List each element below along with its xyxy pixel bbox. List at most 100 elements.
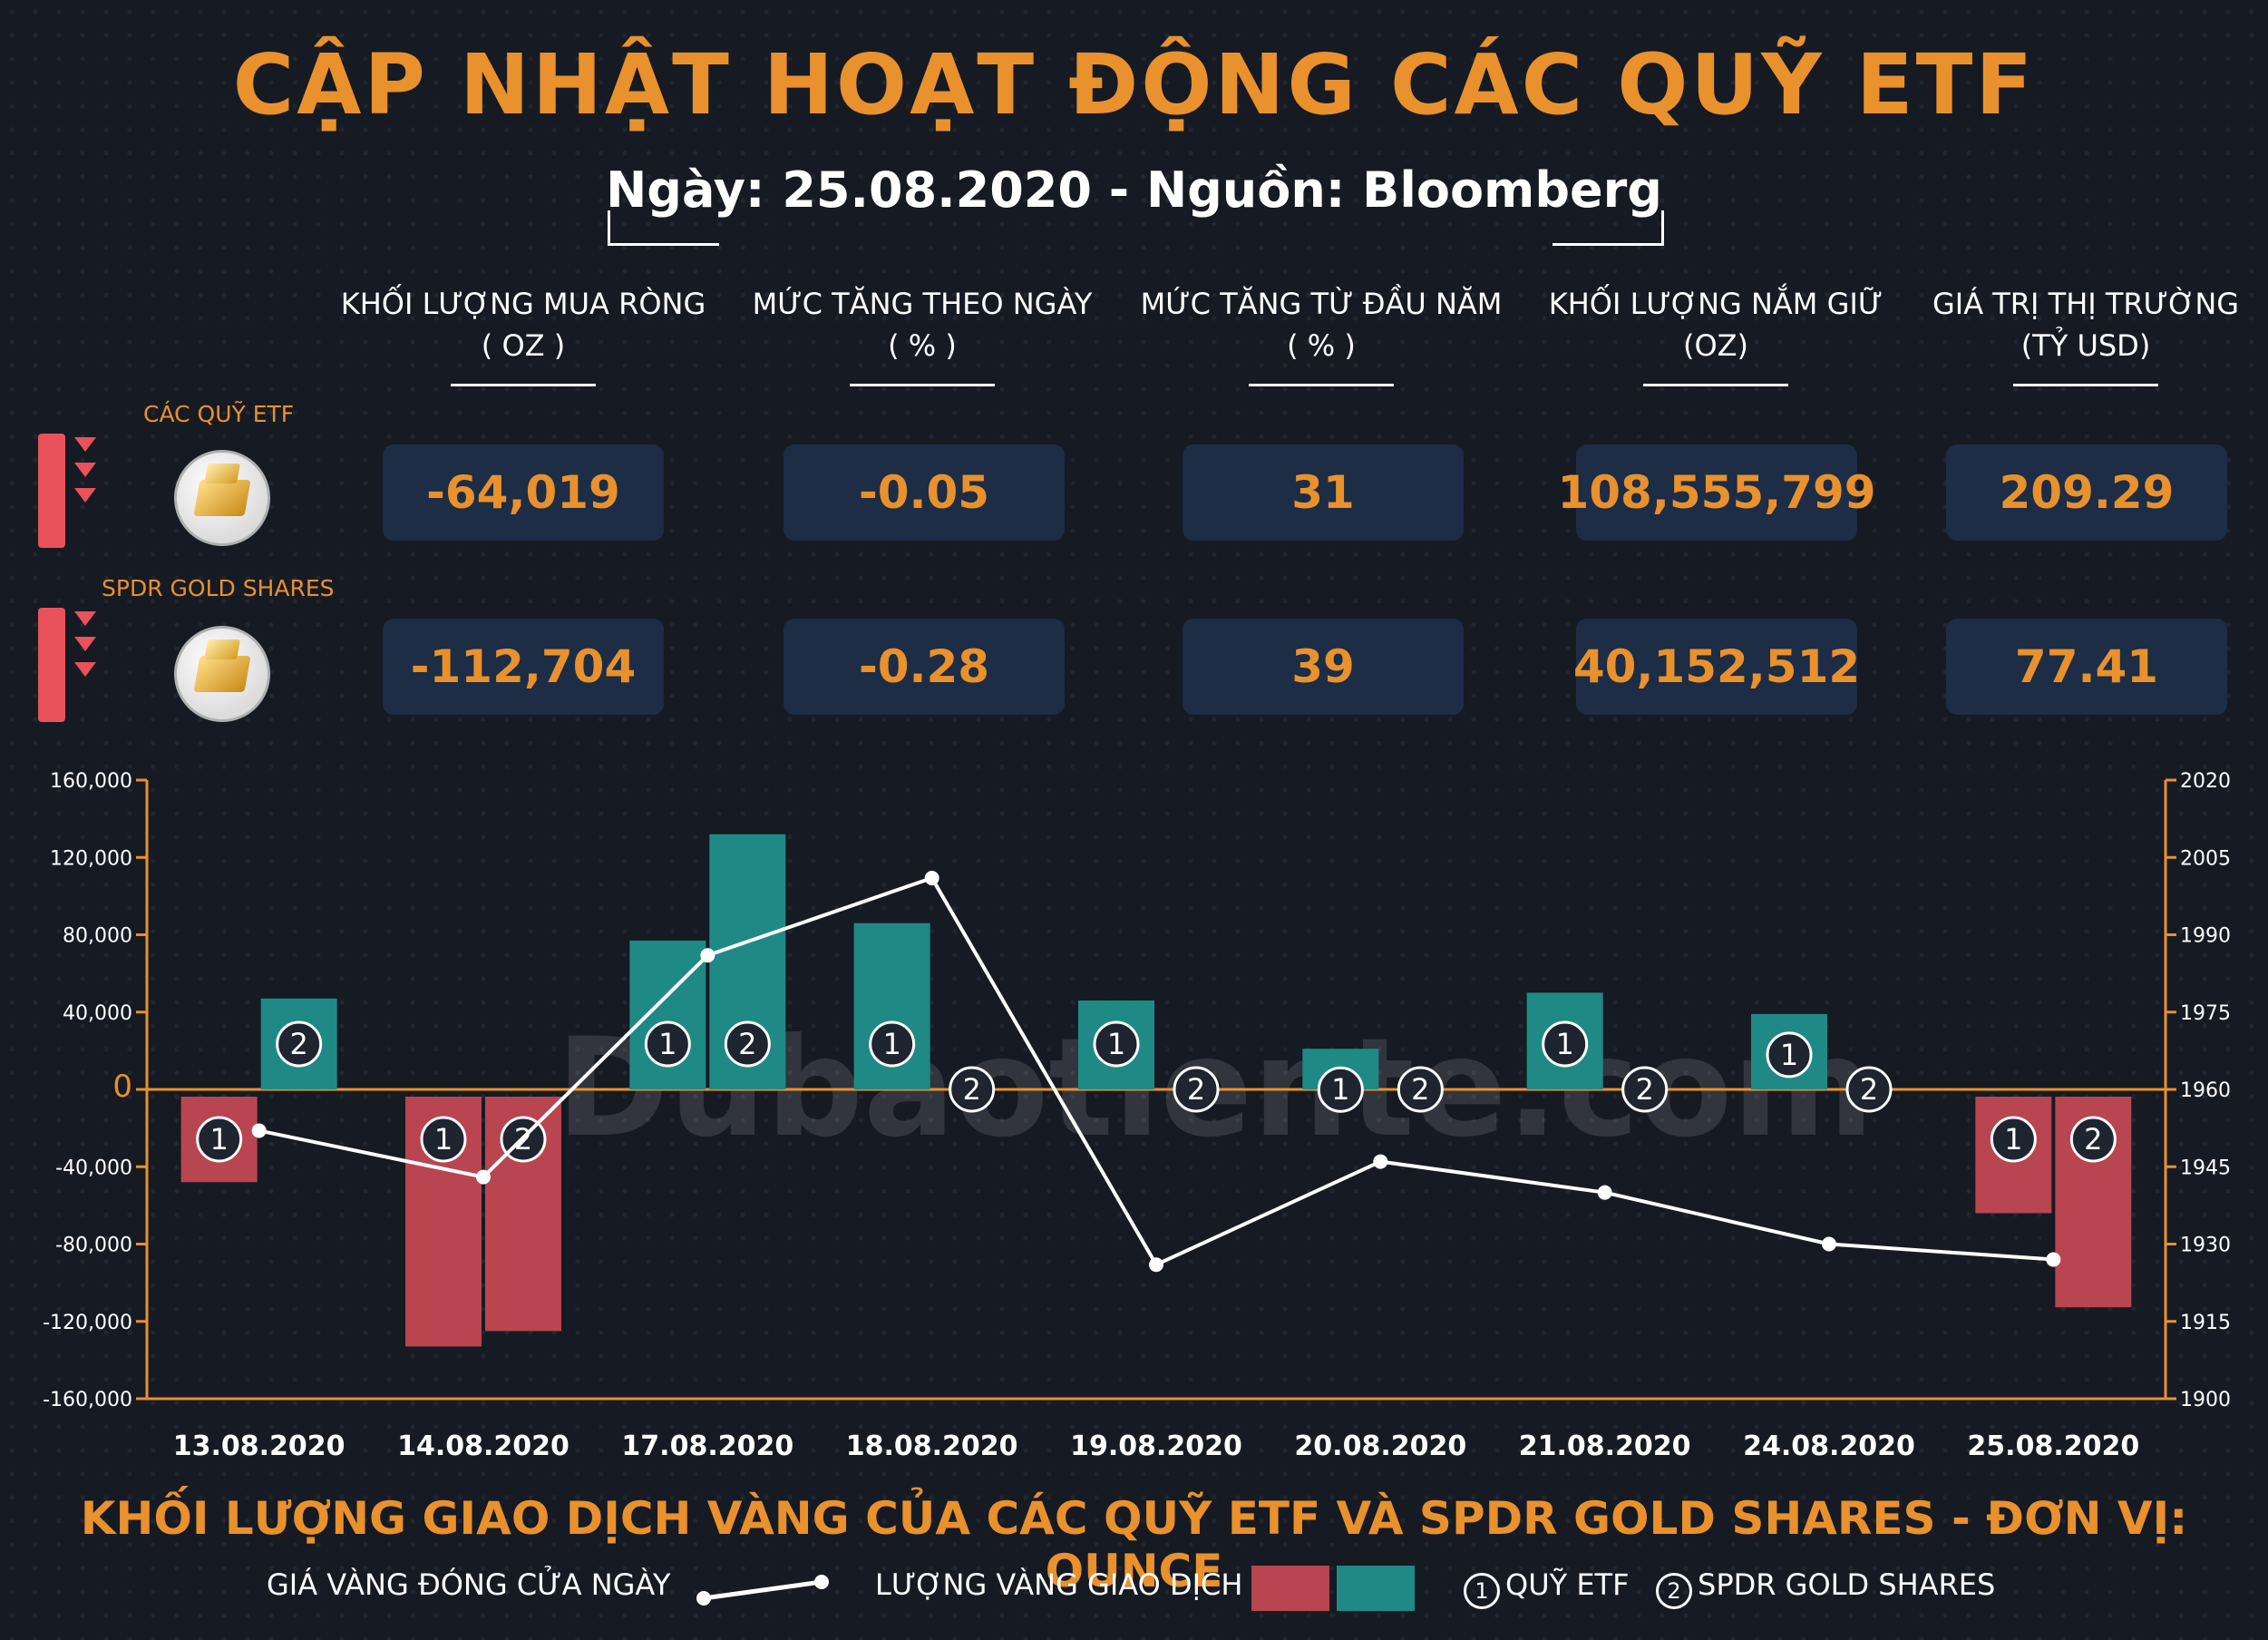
price-point bbox=[1822, 1236, 1836, 1252]
y2-tick-label: 2020 bbox=[2180, 770, 2231, 793]
column-header-market-value: GIÁ TRỊ THỊ TRƯỜNG (TỶ USD) bbox=[1895, 283, 2268, 386]
gold-bar-icon bbox=[174, 626, 270, 722]
y2-tick-label: 1915 bbox=[2180, 1312, 2231, 1334]
column-header-line1: KHỐI LƯỢNG MUA RÒNG bbox=[340, 287, 706, 321]
bar-marker-label: 2 bbox=[1860, 1072, 1878, 1107]
value-box: 39 bbox=[1183, 619, 1464, 715]
bar-marker bbox=[1317, 1066, 1364, 1113]
y-tick-label: -80,000 bbox=[55, 1235, 132, 1257]
bar-marker bbox=[196, 1116, 243, 1163]
x-tick-label: 19.08.2020 bbox=[1070, 1430, 1242, 1462]
bar-marker-label: 2 bbox=[1635, 1072, 1653, 1107]
x-tick-label: 21.08.2020 bbox=[1519, 1430, 1691, 1462]
legend-marker-2-label: SPDR GOLD SHARES bbox=[1698, 1567, 1996, 1602]
column-header-underline bbox=[1249, 384, 1394, 386]
legend-negative-swatch bbox=[1251, 1566, 1329, 1611]
bar-marker bbox=[276, 1020, 323, 1068]
column-header-underline bbox=[850, 384, 995, 386]
fund-label-spdr: SPDR GOLD SHARES bbox=[102, 575, 335, 601]
value-box: -64,019 bbox=[383, 444, 664, 541]
column-header-daily-change: MỨC TĂNG THEO NGÀY ( % ) bbox=[718, 283, 1126, 386]
price-point bbox=[1373, 1154, 1388, 1169]
bar-marker-label: 2 bbox=[2084, 1122, 2102, 1157]
bar-marker-label: 2 bbox=[1411, 1072, 1429, 1107]
value-box: -0.05 bbox=[784, 444, 1065, 541]
column-header-line1: GIÁ TRỊ THỊ TRƯỜNG bbox=[1932, 287, 2240, 321]
legend-price-label: GIÁ VÀNG ĐÓNG CỬA NGÀY bbox=[267, 1567, 671, 1602]
price-point bbox=[1597, 1185, 1612, 1200]
x-tick-label: 13.08.2020 bbox=[173, 1430, 346, 1462]
bar-marker-label: 1 bbox=[1780, 1038, 1798, 1072]
bar-marker-label: 1 bbox=[1555, 1027, 1573, 1061]
bar-marker bbox=[1397, 1066, 1444, 1113]
page-subtitle: Ngày: 25.08.2020 - Nguồn: Bloomberg bbox=[606, 161, 1662, 219]
column-header-line2: ( % ) bbox=[1287, 328, 1356, 363]
y-tick-label: 80,000 bbox=[63, 925, 132, 948]
fund-label-etf: CÁC QUỸ ETF bbox=[143, 401, 295, 427]
y2-tick-label: 1975 bbox=[2180, 1002, 2231, 1025]
down-arrow-icon bbox=[74, 463, 96, 477]
bar-marker-label: 1 bbox=[209, 1122, 228, 1157]
value-box: 108,555,799 bbox=[1557, 444, 1876, 541]
y2-tick-label: 1990 bbox=[2180, 925, 2231, 948]
gold-bar-icon bbox=[174, 450, 270, 546]
bar-marker-label: 1 bbox=[1107, 1027, 1125, 1061]
y2-tick-label: 1900 bbox=[2180, 1389, 2231, 1411]
bar-marker-label: 2 bbox=[962, 1072, 980, 1107]
y2-tick-label: 1930 bbox=[2180, 1235, 2231, 1257]
down-arrow-icon bbox=[74, 488, 96, 503]
bar-marker bbox=[1621, 1066, 1669, 1113]
bar-marker-label: 1 bbox=[2004, 1122, 2022, 1157]
bar-marker bbox=[1990, 1116, 2037, 1163]
price-point bbox=[700, 948, 715, 963]
bar-marker-label: 1 bbox=[434, 1122, 453, 1157]
y2-tick-label: 1960 bbox=[2180, 1079, 2231, 1102]
y-tick-label: -120,000 bbox=[43, 1312, 132, 1334]
y-tick-label: -160,000 bbox=[43, 1389, 132, 1411]
x-tick-label: 17.08.2020 bbox=[621, 1430, 793, 1462]
bar-marker bbox=[1766, 1031, 1813, 1079]
decrease-bar-icon bbox=[38, 608, 65, 722]
x-tick-label: 18.08.2020 bbox=[846, 1430, 1018, 1462]
value-box: 209.29 bbox=[1946, 444, 2227, 541]
bar-marker bbox=[2069, 1116, 2117, 1163]
legend-volume-label: LƯỢNG VÀNG GIAO DỊCH bbox=[875, 1567, 1243, 1602]
column-header-line1: MỨC TĂNG TỪ ĐẦU NĂM bbox=[1140, 287, 1503, 321]
column-header-line2: ( OZ ) bbox=[481, 328, 566, 363]
column-header-line2: (OZ) bbox=[1682, 328, 1749, 363]
y-tick-label: -40,000 bbox=[55, 1157, 132, 1179]
legend-marker-1: 1 bbox=[1464, 1573, 1500, 1609]
value-box: -112,704 bbox=[383, 619, 664, 715]
bar-marker-label: 2 bbox=[1187, 1072, 1205, 1107]
price-point bbox=[1149, 1257, 1163, 1273]
column-header-line2: (TỶ USD) bbox=[2020, 328, 2151, 363]
bar-marker bbox=[869, 1020, 916, 1068]
value-box: 40,152,512 bbox=[1573, 619, 1860, 715]
x-tick-label: 24.08.2020 bbox=[1743, 1430, 1915, 1462]
etf-volume-chart: Dubaotiente.com160,000120,00080,00040,00… bbox=[43, 770, 2231, 1462]
legend-marker-2: 2 bbox=[1656, 1573, 1692, 1609]
column-header-ytd-change: MỨC TĂNG TỪ ĐẦU NĂM ( % ) bbox=[1117, 283, 1525, 386]
bar-marker bbox=[644, 1020, 691, 1068]
legend-positive-swatch bbox=[1337, 1566, 1415, 1611]
column-header-line1: KHỐI LƯỢNG NẮM GIỮ bbox=[1548, 287, 1884, 321]
value-box: 77.41 bbox=[1946, 619, 2227, 715]
subtitle-bracket-left bbox=[608, 210, 719, 246]
bar-marker bbox=[1173, 1066, 1220, 1113]
x-tick-label: 14.08.2020 bbox=[397, 1430, 569, 1462]
y-tick-label: 0 bbox=[112, 1069, 132, 1105]
value-box: 31 bbox=[1183, 444, 1464, 541]
price-point bbox=[2046, 1252, 2061, 1267]
y-tick-label: 40,000 bbox=[63, 1002, 132, 1025]
chart-title: KHỐI LƯỢNG GIAO DỊCH VÀNG CỦA CÁC QUỸ ET… bbox=[80, 1492, 2188, 1597]
column-header-underline bbox=[451, 384, 596, 386]
bar-marker bbox=[1542, 1020, 1589, 1068]
price-point bbox=[476, 1169, 491, 1185]
down-arrow-icon bbox=[74, 662, 96, 677]
price-point bbox=[251, 1123, 267, 1138]
bar-marker-label: 2 bbox=[738, 1027, 756, 1061]
down-arrow-icon bbox=[74, 611, 96, 626]
bar-marker bbox=[420, 1116, 467, 1163]
column-header-net-volume: KHỐI LƯỢNG MUA RÒNG ( OZ ) bbox=[319, 283, 727, 386]
y-tick-label: 120,000 bbox=[50, 847, 132, 870]
